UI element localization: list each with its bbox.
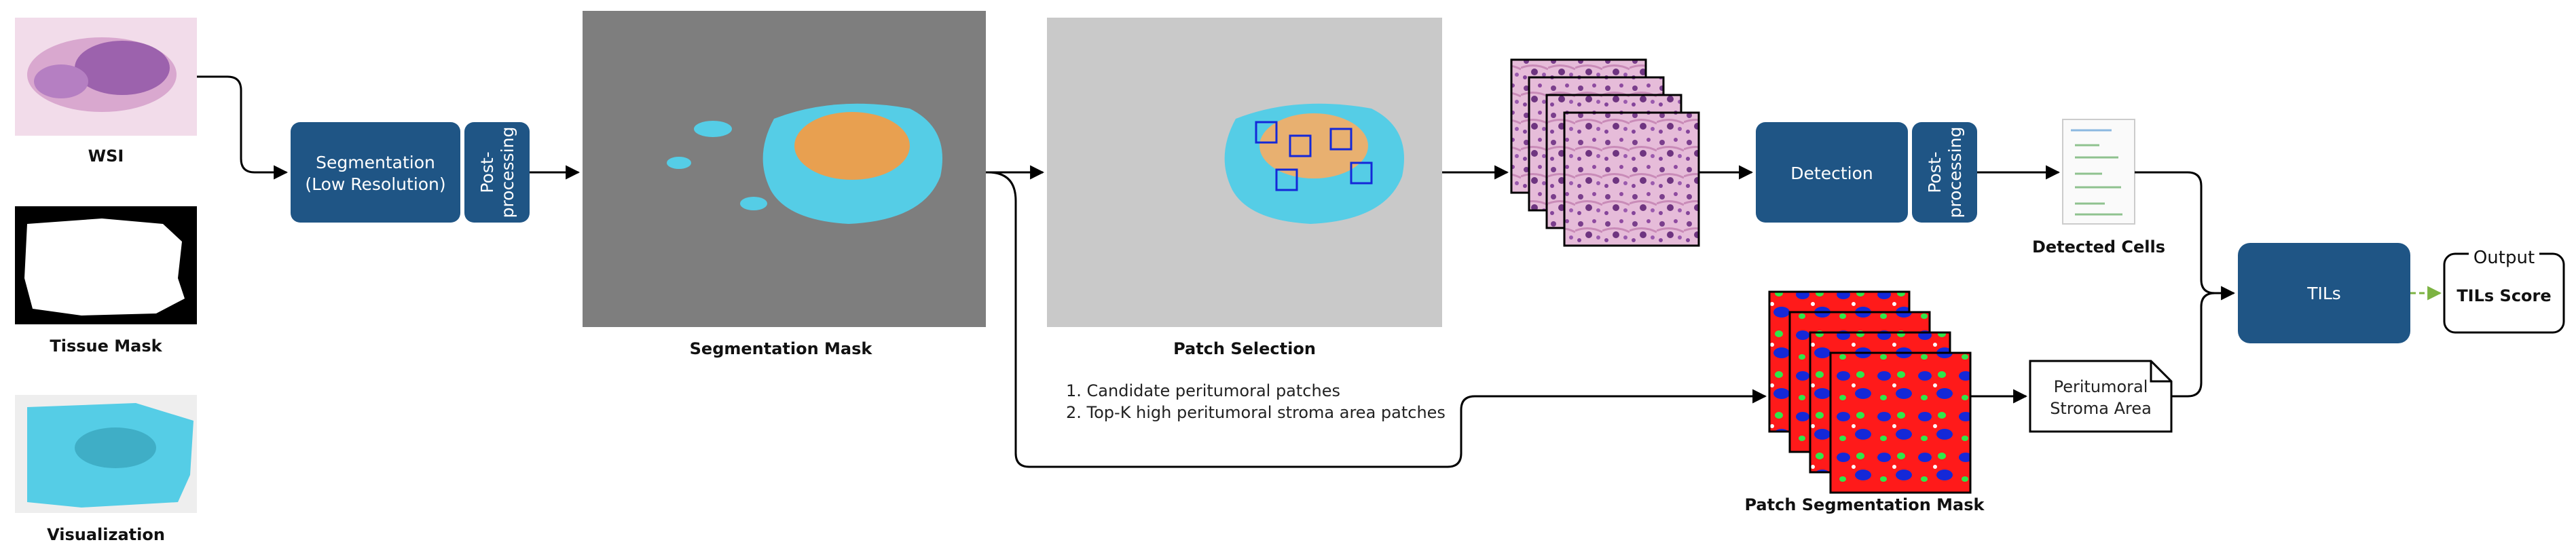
visualization-thumbnail bbox=[15, 395, 197, 513]
output-title: Output bbox=[2473, 248, 2535, 268]
segmentation-box-line2: (Low Resolution) bbox=[305, 174, 445, 194]
he-patch-stack bbox=[1510, 58, 1700, 247]
wsi-label: WSI bbox=[88, 147, 124, 166]
postprocessing-1-line2: processing bbox=[498, 127, 517, 218]
patch-selection-image bbox=[1047, 18, 1442, 327]
patch-selection-note-1: 1. Candidate peritumoral patches bbox=[1066, 381, 1340, 400]
detected-cells-document bbox=[2062, 119, 2135, 225]
segmentation-box-line1: Segmentation bbox=[316, 153, 435, 172]
segmentation-mask-label: Segmentation Mask bbox=[690, 339, 873, 358]
postprocessing-box-2: Post- processing bbox=[1912, 122, 1977, 223]
peritumoral-line2: Stroma Area bbox=[2050, 399, 2152, 418]
peritumoral-stroma-box: Peritumoral Stroma Area bbox=[2029, 360, 2173, 433]
edges bbox=[197, 75, 2442, 468]
segmentation-box: Segmentation (Low Resolution) bbox=[291, 122, 460, 223]
edge-detectedcells-to-tils bbox=[2135, 171, 2236, 301]
visualization-label: Visualization bbox=[47, 525, 165, 544]
peritumoral-line1: Peritumoral bbox=[2054, 377, 2148, 396]
tissue-mask-thumbnail bbox=[15, 206, 197, 324]
edge-segmask-to-patchseg bbox=[987, 171, 1767, 468]
segmentation-mask-image bbox=[583, 11, 986, 327]
edge-wsi-to-segmentation bbox=[197, 75, 289, 180]
postprocessing-1-line1: Post- bbox=[477, 151, 497, 193]
postprocessing-box-1: Post- processing bbox=[464, 122, 530, 223]
tils-box: TILs bbox=[2238, 243, 2410, 343]
patch-segmentation-stack bbox=[1768, 290, 1972, 494]
output-box: Output TILs Score bbox=[2443, 247, 2565, 334]
patch-segmentation-mask-label: Patch Segmentation Mask bbox=[1744, 495, 1985, 514]
postprocessing-2-line2: processing bbox=[1945, 127, 1965, 218]
patch-selection-label: Patch Selection bbox=[1173, 339, 1316, 358]
detection-box-label: Detection bbox=[1790, 164, 1873, 183]
detected-cells-label: Detected Cells bbox=[2032, 237, 2165, 256]
detection-box: Detection bbox=[1756, 122, 1908, 223]
wsi-thumbnail bbox=[15, 18, 197, 136]
edge-peritumoral-to-tils bbox=[2171, 292, 2215, 398]
output-value: TILs Score bbox=[2457, 286, 2551, 305]
postprocessing-2-line1: Post- bbox=[1925, 151, 1945, 193]
tissue-mask-label: Tissue Mask bbox=[50, 337, 162, 356]
tils-box-label: TILs bbox=[2306, 284, 2341, 303]
patch-selection-note-2: 2. Top-K high peritumoral stroma area pa… bbox=[1066, 403, 1446, 422]
